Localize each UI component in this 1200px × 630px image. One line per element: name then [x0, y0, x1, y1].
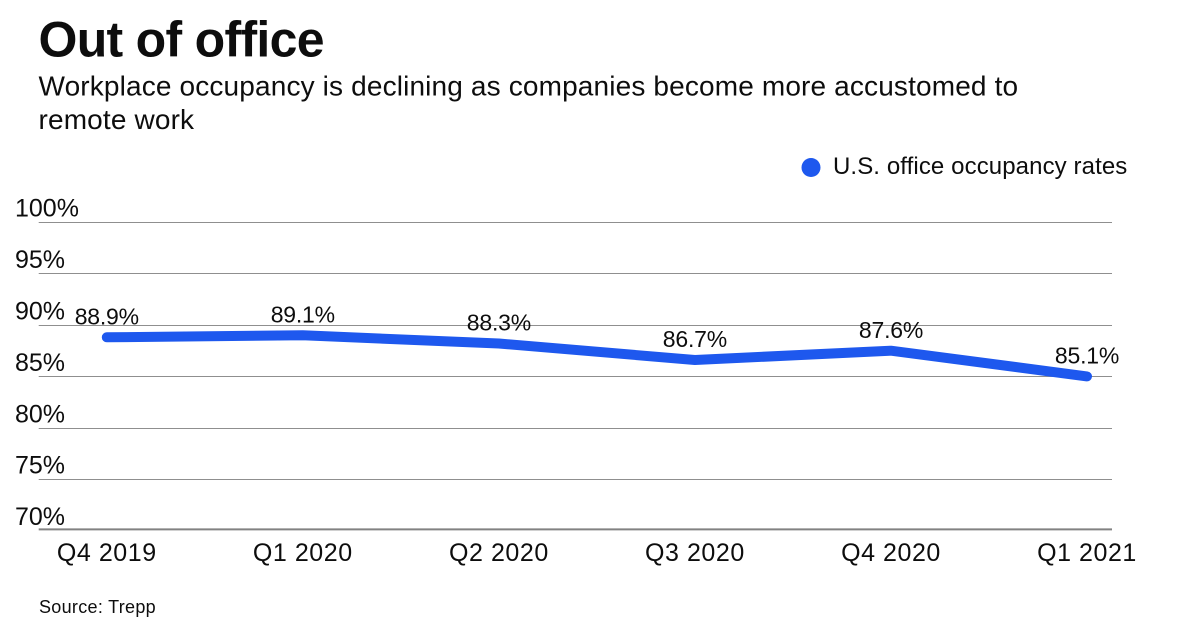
svg-text:100%: 100% — [15, 195, 79, 223]
svg-text:85%: 85% — [15, 349, 65, 377]
svg-text:70%: 70% — [15, 503, 65, 531]
svg-text:86.7%: 86.7% — [663, 326, 727, 352]
svg-text:remote work: remote work — [39, 104, 196, 135]
svg-text:95%: 95% — [15, 246, 65, 274]
svg-text:75%: 75% — [15, 452, 65, 480]
svg-text:87.6%: 87.6% — [859, 317, 923, 343]
svg-text:Q3 2020: Q3 2020 — [645, 539, 745, 567]
svg-text:90%: 90% — [15, 298, 65, 326]
svg-text:Q4 2019: Q4 2019 — [57, 539, 157, 567]
svg-text:U.S. office occupancy rates: U.S. office occupancy rates — [833, 153, 1127, 180]
svg-text:Q1 2020: Q1 2020 — [253, 539, 353, 567]
svg-text:Workplace occupancy is declini: Workplace occupancy is declining as comp… — [39, 71, 1019, 102]
svg-text:88.9%: 88.9% — [75, 304, 139, 330]
svg-text:89.1%: 89.1% — [271, 302, 335, 328]
svg-text:88.3%: 88.3% — [467, 310, 531, 336]
svg-text:Q1 2021: Q1 2021 — [1037, 539, 1137, 567]
svg-text:Q2 2020: Q2 2020 — [449, 539, 549, 567]
svg-text:85.1%: 85.1% — [1055, 343, 1119, 369]
svg-text:Out of office: Out of office — [39, 12, 324, 68]
svg-text:80%: 80% — [15, 400, 65, 428]
svg-text:Q4 2020: Q4 2020 — [841, 539, 941, 567]
svg-text:Source: Trepp: Source: Trepp — [39, 597, 156, 617]
